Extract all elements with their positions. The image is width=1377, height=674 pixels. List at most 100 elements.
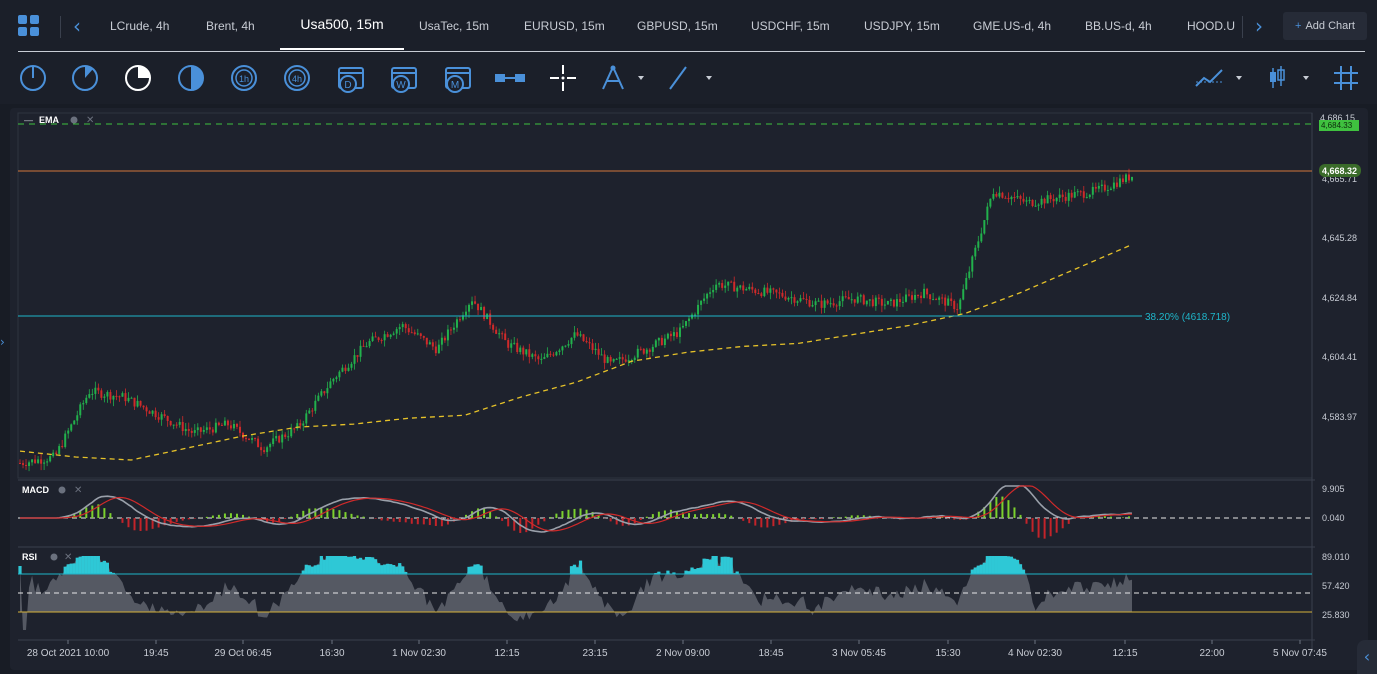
chart-panel[interactable]: 38.20% (4618.718) — EMA ✕ 4,686.15 4,684… — [10, 108, 1368, 670]
chart-canvas[interactable]: 38.20% (4618.718) — EMA ✕ 4,686.15 4,684… — [10, 108, 1368, 670]
candle-body — [226, 420, 229, 426]
candle-body — [1131, 176, 1133, 181]
ema-remove-icon: ✕ — [86, 115, 94, 126]
candle-body — [257, 438, 260, 448]
trendline-tool-icon[interactable] — [666, 64, 716, 92]
candle-body — [904, 294, 907, 302]
candle-body — [214, 422, 217, 433]
price-tick: 4,624.84 — [1322, 293, 1357, 303]
candle-body — [326, 388, 329, 394]
macd-histogram-bar — [404, 518, 407, 523]
left-panel-expand-icon[interactable]: › — [0, 335, 5, 349]
period-daily-icon[interactable]: D — [336, 64, 366, 93]
candle-body — [1022, 198, 1025, 202]
candle-body — [516, 342, 519, 353]
candle-body — [1034, 205, 1037, 207]
candle-body — [543, 357, 546, 359]
rsi-overbought-fill — [569, 566, 574, 574]
chart-type-candles-icon[interactable] — [1267, 64, 1313, 92]
candle-body — [211, 429, 214, 433]
macd-series — [20, 485, 1133, 539]
tabs-scroll-right-icon[interactable]: › — [1255, 14, 1263, 38]
candle-body — [199, 427, 202, 432]
candle-body — [510, 343, 513, 348]
macd-histogram-bar — [398, 518, 401, 523]
candle-body — [576, 332, 579, 336]
rsi-overbought-fill — [696, 568, 700, 574]
indicators-icon[interactable] — [1194, 64, 1246, 92]
period-monthly-icon[interactable]: M — [443, 64, 473, 93]
candle-body — [712, 289, 715, 293]
right-panel-expand-icon[interactable]: ‹ — [1357, 640, 1377, 674]
tab-gbpusd[interactable]: GBPUSD, 15m — [637, 19, 718, 33]
macd-histogram-bar — [302, 510, 305, 518]
candle-body — [546, 353, 549, 358]
candle-body — [1043, 198, 1046, 204]
fibonacci-tool-icon[interactable] — [598, 64, 648, 92]
macd-histogram-bar — [507, 518, 510, 527]
macd-histogram-bar — [712, 514, 715, 518]
tab-eurusd[interactable]: EURUSD, 15m — [524, 19, 605, 33]
tab-bb[interactable]: BB.US-d, 4h — [1085, 19, 1152, 33]
timeframe-1h-icon[interactable]: 1h — [230, 64, 260, 92]
rsi-overbought-fill — [723, 556, 727, 574]
candle-body — [751, 286, 754, 290]
timeframe-4h-icon[interactable]: 4h — [283, 64, 313, 92]
candle-body — [64, 433, 67, 447]
candle-body — [290, 428, 293, 437]
candle-body — [519, 347, 522, 353]
macd-histogram-bar — [591, 511, 594, 518]
tab-usa500[interactable]: Usa500, 15m — [280, 0, 404, 50]
timeframe-1m-icon[interactable] — [19, 64, 49, 92]
candle-body — [844, 296, 847, 298]
candle-body — [55, 452, 58, 454]
timeframe-15m-icon[interactable] — [124, 64, 154, 92]
price-tick: 4,604.41 — [1322, 352, 1357, 362]
candle-body — [597, 348, 600, 355]
add-chart-button[interactable]: + Add Chart — [1283, 12, 1367, 40]
rsi-overbought-fill — [111, 572, 116, 574]
candle-body — [856, 296, 859, 303]
candle-body — [706, 293, 709, 299]
range-tool-icon[interactable] — [494, 64, 526, 92]
tab-gme[interactable]: GME.US-d, 4h — [973, 19, 1052, 33]
macd-histogram-bar — [651, 514, 654, 518]
candle-body — [341, 367, 344, 372]
macd-histogram-bar — [579, 508, 582, 518]
rsi-overbought-fill — [479, 565, 483, 574]
timeframe-5m-icon[interactable] — [71, 64, 101, 92]
rsi-overbought-fill — [988, 556, 992, 574]
tab-usdjpy[interactable]: USDJPY, 15m — [864, 19, 940, 33]
time-tick: 19:45 — [143, 648, 168, 659]
candle-body — [748, 286, 751, 290]
macd-histogram-bar — [151, 518, 154, 529]
tab-usdchf[interactable]: USDCHF, 15m — [751, 19, 830, 33]
candle-body — [359, 345, 362, 357]
macd-histogram-bar — [392, 518, 395, 522]
candle-body — [594, 348, 597, 351]
candle-body — [19, 463, 21, 465]
period-weekly-icon[interactable]: W — [389, 64, 419, 93]
tab-brent[interactable]: Brent, 4h — [206, 19, 255, 33]
macd-histogram-bar — [627, 518, 630, 526]
candle-body — [1031, 199, 1034, 206]
tab-hood[interactable]: HOOD.US — [1187, 19, 1235, 33]
crosshair-icon[interactable] — [549, 64, 579, 92]
tab-usatec[interactable]: UsaTec, 15m — [419, 19, 490, 33]
rsi-overbought-fill — [346, 556, 351, 574]
rsi-overbought-fill — [717, 566, 721, 574]
candle-body — [157, 417, 160, 420]
tab-lcrude[interactable]: LCrude, 4h — [110, 19, 170, 33]
macd-histogram-bar — [724, 514, 727, 518]
tabs-scroll-left-icon[interactable]: ‹ — [73, 14, 81, 38]
timeframe-30m-icon[interactable] — [177, 64, 207, 92]
candle-body — [260, 447, 263, 451]
layout-grid-icon[interactable] — [18, 15, 40, 37]
candle-body — [501, 333, 504, 335]
macd-signal-line — [20, 485, 1133, 532]
candle-body — [588, 342, 591, 344]
grid-toggle-icon[interactable] — [1332, 64, 1362, 92]
candle-body — [775, 289, 778, 293]
candle-body — [841, 296, 844, 302]
rsi-overbought-fill — [340, 556, 345, 574]
